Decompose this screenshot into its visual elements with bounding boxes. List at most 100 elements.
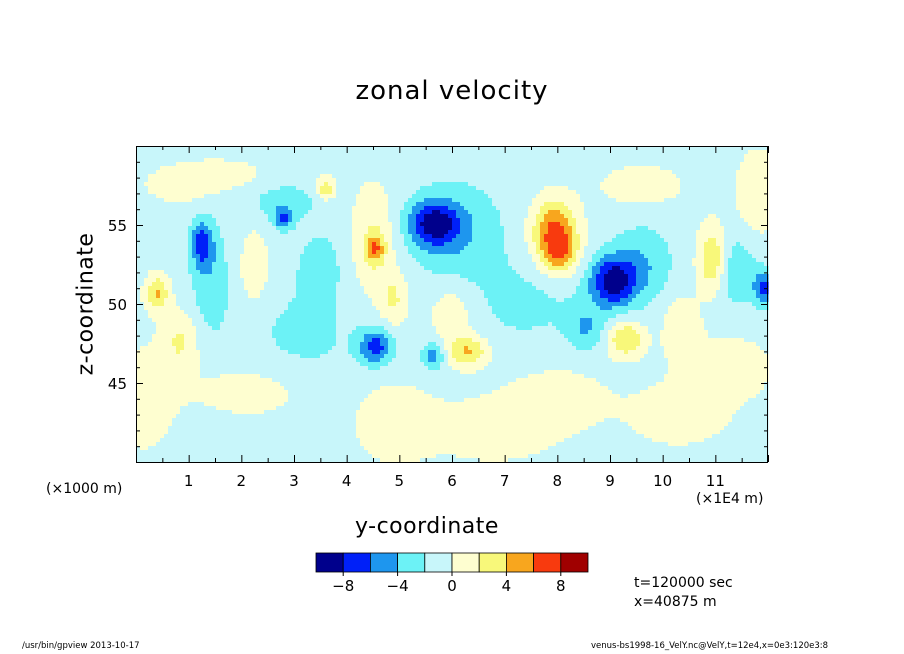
field-cell bbox=[432, 310, 469, 315]
field-cell bbox=[244, 242, 265, 247]
field-cell bbox=[200, 230, 205, 235]
field-cell bbox=[600, 186, 681, 191]
field-cell bbox=[660, 290, 697, 295]
field-cell bbox=[164, 270, 189, 275]
field-cell bbox=[652, 438, 705, 443]
field-cell bbox=[576, 258, 581, 263]
field-cell bbox=[192, 274, 229, 279]
field-cell bbox=[736, 206, 769, 211]
field-cell bbox=[356, 358, 369, 363]
field-cell bbox=[700, 310, 769, 315]
field-cell bbox=[720, 258, 725, 263]
field-cell bbox=[440, 366, 453, 371]
field-cell bbox=[652, 338, 661, 343]
field-cell bbox=[572, 274, 585, 279]
field-cell bbox=[152, 334, 177, 339]
field-cell bbox=[300, 354, 321, 359]
field-cell bbox=[164, 282, 173, 287]
field-cell bbox=[200, 370, 461, 375]
field-cell bbox=[336, 330, 353, 335]
field-cell bbox=[568, 250, 573, 255]
field-cell bbox=[664, 314, 701, 319]
field-cell bbox=[244, 250, 269, 255]
field-cell bbox=[468, 182, 601, 187]
field-cell bbox=[220, 322, 277, 327]
field-cell bbox=[356, 262, 369, 267]
field-cell bbox=[756, 274, 769, 279]
field-cell bbox=[264, 210, 277, 215]
field-cell bbox=[588, 282, 597, 287]
field-cell bbox=[332, 246, 353, 251]
field-cell bbox=[184, 310, 201, 315]
field-cell bbox=[220, 190, 269, 195]
field-cell bbox=[460, 370, 477, 375]
field-cell bbox=[480, 346, 493, 351]
field-cell bbox=[168, 430, 357, 435]
field-cell bbox=[504, 246, 529, 251]
field-cell bbox=[456, 214, 473, 219]
field-cell bbox=[736, 198, 769, 203]
field-cell bbox=[588, 266, 593, 271]
field-cell bbox=[608, 330, 617, 335]
field-cell bbox=[248, 294, 261, 299]
field-cell bbox=[408, 218, 417, 223]
field-cell bbox=[744, 154, 769, 159]
field-cell bbox=[608, 298, 621, 303]
field-cell bbox=[320, 186, 333, 191]
field-cell bbox=[624, 326, 633, 331]
field-cell bbox=[704, 258, 721, 263]
field-cell bbox=[464, 350, 473, 355]
field-cell bbox=[360, 402, 745, 407]
field-cell bbox=[576, 190, 605, 195]
field-cell bbox=[188, 234, 193, 239]
field-cell bbox=[416, 190, 485, 195]
field-cell bbox=[728, 278, 757, 283]
field-cell bbox=[580, 430, 637, 435]
field-cell bbox=[596, 286, 605, 291]
colorbar-swatch bbox=[451, 552, 480, 573]
field-cell bbox=[260, 206, 277, 211]
field-cell bbox=[240, 258, 269, 263]
field-cell bbox=[364, 258, 385, 263]
field-cell bbox=[396, 338, 445, 343]
field-cell bbox=[640, 322, 665, 327]
field-cell bbox=[664, 326, 705, 331]
field-cell bbox=[136, 294, 141, 299]
field-cell bbox=[148, 274, 169, 279]
field-cell bbox=[592, 298, 609, 303]
field-cell bbox=[180, 410, 233, 415]
field-cell bbox=[196, 334, 273, 339]
field-cell bbox=[240, 262, 269, 267]
field-cell bbox=[532, 258, 541, 263]
field-cell bbox=[584, 202, 737, 207]
field-cell bbox=[576, 250, 585, 255]
field-cell bbox=[216, 242, 225, 247]
field-cell bbox=[580, 262, 589, 267]
field-cell bbox=[228, 290, 249, 295]
field-cell bbox=[136, 162, 177, 167]
field-cell bbox=[136, 386, 285, 391]
field-cell bbox=[584, 274, 593, 279]
field-cell bbox=[536, 246, 541, 251]
field-cell bbox=[516, 270, 541, 275]
field-cell bbox=[196, 302, 229, 307]
field-cell bbox=[440, 350, 449, 355]
field-cell bbox=[596, 274, 605, 279]
field-cell bbox=[700, 222, 721, 227]
field-cell bbox=[532, 326, 557, 331]
field-cell bbox=[664, 286, 697, 291]
field-cell bbox=[440, 346, 445, 351]
field-cell bbox=[136, 182, 145, 187]
field-cell bbox=[192, 234, 197, 239]
field-cell bbox=[256, 174, 321, 179]
field-cell bbox=[604, 286, 625, 291]
field-cell bbox=[200, 362, 361, 367]
field-cell bbox=[528, 206, 541, 211]
field-cell bbox=[480, 354, 493, 359]
field-cell bbox=[524, 226, 533, 231]
field-cell bbox=[444, 294, 457, 299]
field-cell bbox=[316, 178, 337, 183]
field-cell bbox=[596, 378, 665, 383]
field-cell bbox=[384, 334, 393, 339]
field-cell bbox=[356, 418, 605, 423]
